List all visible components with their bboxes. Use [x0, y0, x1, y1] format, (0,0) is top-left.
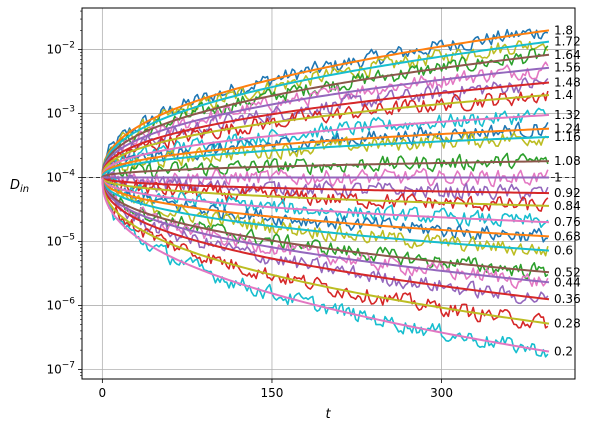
series-noisy-line-0.92 [101, 171, 549, 202]
series-fit-line-0.44 [101, 177, 550, 284]
series-end-label-1.56: 1.56 [554, 61, 581, 75]
y-tick-base: 10 [46, 234, 61, 248]
series-fit-line-1.24 [101, 127, 550, 178]
y-axis-label-subscript: in [20, 184, 29, 195]
x-tick-label-2: 300 [430, 386, 453, 400]
y-tick-label-5: 10−2 [46, 41, 75, 57]
series-end-label-1.72: 1.72 [554, 35, 581, 49]
series-fit-line-0.84 [101, 177, 550, 207]
x-axis-label: t [325, 407, 331, 422]
series-end-label-1.48: 1.48 [554, 76, 581, 90]
x-tick-label-1: 150 [261, 386, 284, 400]
y-tick-base: 10 [46, 362, 61, 376]
series-end-label-1.16: 1.16 [554, 130, 581, 144]
series-fit-line-0.52 [101, 177, 550, 274]
series-fit-line-1.72 [101, 40, 550, 178]
series-noisy-line-0.36 [101, 177, 549, 305]
y-tick-label-4: 10−3 [46, 105, 75, 121]
series-fit-line-0.68 [101, 177, 550, 238]
y-tick-exponent: −4 [62, 169, 76, 179]
y-tick-exponent: −6 [62, 296, 76, 306]
series-noisy-line-0.28 [101, 177, 549, 329]
series-end-label-0.84: 0.84 [554, 199, 581, 213]
series-end-label-0.52: 0.52 [554, 265, 581, 279]
series-fit-line-1.08 [101, 160, 550, 179]
series-fit-line-1.48 [101, 81, 550, 178]
series-fit-line-1.64 [101, 53, 550, 178]
series-end-labels: 1.81.721.641.561.481.41.321.241.161.0810… [554, 23, 581, 358]
series-end-label-0.92: 0.92 [554, 186, 581, 200]
series-end-label-0.68: 0.68 [554, 229, 581, 243]
series-end-label-1: 1 [554, 171, 562, 185]
series-fit-line-0.28 [101, 177, 550, 325]
y-tick-exponent: −2 [62, 41, 75, 51]
y-tick-label-1: 10−6 [46, 296, 75, 312]
x-tick-label-0: 0 [99, 386, 107, 400]
y-tick-base: 10 [46, 43, 61, 57]
series-fit-line-1.4 [101, 93, 550, 178]
y-tick-base: 10 [46, 298, 61, 312]
x-axis-ticks: 0 150 300 [99, 379, 453, 400]
series-end-label-1.24: 1.24 [554, 122, 581, 136]
series-noisy-line-1.32 [101, 107, 548, 178]
y-tick-exponent: −3 [62, 105, 75, 115]
y-tick-exponent: −7 [62, 360, 75, 370]
fit-series-group [101, 29, 550, 353]
y-axis-label-main: D [10, 178, 20, 193]
series-end-label-1.4: 1.4 [554, 88, 573, 102]
series-fit-line-0.76 [101, 177, 550, 224]
series-fit-line-0.36 [101, 177, 550, 301]
series-fit-line-1.8 [101, 29, 550, 178]
series-noisy-line-1.72 [101, 40, 549, 178]
y-tick-exponent: −5 [62, 232, 75, 242]
plot-frame [81, 7, 576, 380]
series-end-label-1.8: 1.8 [554, 23, 573, 37]
series-end-label-1.64: 1.64 [554, 48, 581, 62]
series-fit-line-1.16 [101, 135, 550, 178]
series-end-label-1.08: 1.08 [554, 154, 581, 168]
y-tick-label-2: 10−5 [46, 232, 75, 248]
series-noisy-line-0.76 [101, 177, 549, 229]
series-noisy-line-0.84 [101, 175, 549, 212]
series-fit-line-0.92 [101, 176, 549, 195]
series-fit-line-0.2 [101, 177, 550, 353]
series-end-label-1.32: 1.32 [554, 108, 581, 122]
y-axis-ticks: 10−710−610−510−410−310−2 [46, 10, 82, 376]
series-end-label-0.6: 0.6 [554, 244, 573, 258]
y-tick-label-3: 10−4 [46, 169, 75, 185]
y-tick-base: 10 [46, 107, 61, 121]
y-tick-base: 10 [46, 171, 61, 185]
series-noisy-line-1.56 [101, 61, 549, 178]
series-end-label-0.44: 0.44 [554, 275, 581, 289]
series-noisy-line-0.2 [101, 177, 549, 358]
series-end-label-0.76: 0.76 [554, 215, 581, 229]
y-tick-label-0: 10−7 [46, 360, 75, 376]
series-end-label-0.36: 0.36 [554, 292, 581, 306]
y-axis-label: Din [10, 178, 29, 195]
series-fit-line-0.6 [101, 177, 550, 252]
series-fit-line-1.56 [101, 66, 550, 178]
series-end-label-0.28: 0.28 [554, 317, 581, 331]
series-end-label-0.2: 0.2 [554, 345, 573, 359]
series-fit-line-1.32 [101, 113, 550, 178]
